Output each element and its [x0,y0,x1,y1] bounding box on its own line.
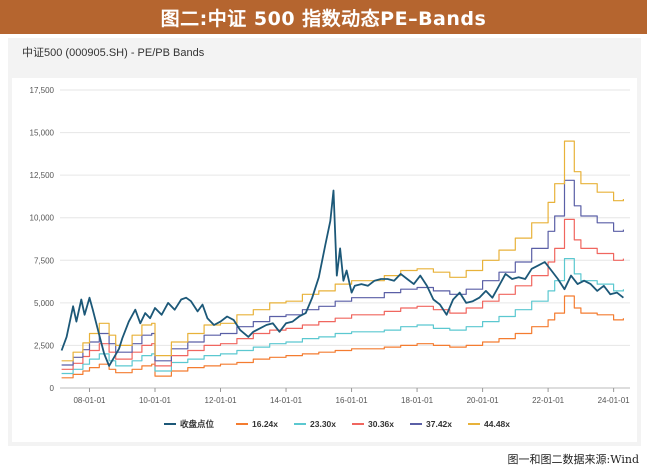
y-tick-label: 17,500 [30,86,55,95]
x-tick-label: 14-01-01 [270,396,303,405]
series-line-44_48x [61,140,624,362]
legend-label: 收盘点位 [180,419,215,429]
y-tick-label: 2,500 [34,341,55,350]
chart-banner-title: 图二:中证 500 指数动态PE–Bands [0,0,647,34]
y-tick-label: 10,000 [30,214,55,223]
x-tick-label: 20-01-01 [467,396,500,405]
legend-label: 37.42x [426,419,452,429]
x-tick-label: 12-01-01 [205,396,238,405]
x-tick-label: 16-01-01 [336,396,369,405]
legend-label: 30.36x [368,419,394,429]
y-tick-label: 5,000 [34,299,55,308]
x-tick-label: 18-01-01 [401,396,434,405]
series-line-16_24x [61,295,624,379]
x-tick-label: 10-01-01 [139,396,172,405]
legend-label: 23.30x [310,419,336,429]
legend-label: 44.48x [484,419,510,429]
source-note: 图一和图二数据来源:Wind [507,453,639,466]
x-tick-label: 08-01-01 [73,396,106,405]
chart-panel: 中证500 (000905.SH) - PE/PB Bands 0 2,500 5,… [8,38,641,446]
series-line-23_30x [61,258,624,375]
y-tick-label: 0 [50,384,55,393]
plot-area: 0 2,500 5,000 7,500 10,000 12,500 15,000 17,500… [12,78,637,442]
series-line-index-close [60,189,624,367]
y-tick-label: 12,500 [30,171,55,180]
x-tick-label: 24-01-01 [598,396,631,405]
x-tick-label: 22-01-01 [532,396,565,405]
series-line-30_36x [61,218,624,370]
series-line-37_42x [61,179,624,366]
pe-bands-chart: 0 2,500 5,000 7,500 10,000 12,500 15,000 17,500… [30,86,631,429]
chart-subtitle: 中证500 (000905.SH) - PE/PB Bands [22,47,205,59]
y-tick-label: 7,500 [34,256,55,265]
legend-label: 16.24x [252,419,278,429]
y-tick-label: 15,000 [30,129,55,138]
